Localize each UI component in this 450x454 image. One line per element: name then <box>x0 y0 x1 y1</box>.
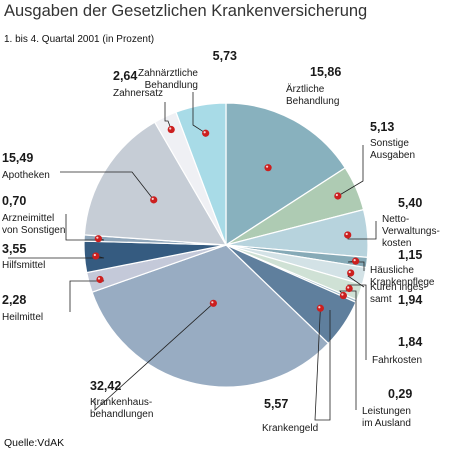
value-label-krankenhausbehandlungen: 32,42 <box>90 379 121 393</box>
marker-kuren-insgesamt <box>347 269 355 277</box>
category-label-zahnaerztliche-behandlung-1: Zahnärztliche <box>138 68 198 79</box>
pie-slice-aerztliche-behandlung <box>225 102 347 247</box>
value-label-hilfsmittel: 3,55 <box>2 242 26 256</box>
marker-arzneimittel-von-sonstigen <box>94 235 102 243</box>
leader-line-apotheken <box>60 171 155 201</box>
marker-sonstige-ausgaben <box>334 192 342 200</box>
category-label-netto-verwaltungskosten-1: Netto- <box>382 214 409 225</box>
marker-aerztliche-behandlung <box>264 164 272 172</box>
category-label-netto-verwaltungskosten-3: kosten <box>382 238 411 249</box>
marker-zahnersatz <box>167 125 175 134</box>
category-label-krankenhausbehandlungen-1: Krankenhaus- <box>90 397 152 408</box>
leader-line-krankengeld <box>314 308 331 421</box>
value-label-heilmittel: 2,28 <box>2 293 26 307</box>
pie-slices <box>83 102 369 388</box>
category-label-krankengeld: Krankengeld <box>262 423 318 434</box>
leader-line-zahnersatz <box>164 102 172 130</box>
value-label-apotheken: 15,49 <box>2 151 33 165</box>
value-label-leistungen-im-ausland: 0,29 <box>388 387 412 401</box>
category-label-aerztliche-behandlung-2: Behandlung <box>286 96 339 107</box>
chart-title: Ausgaben der Gesetzlichen Krankenversich… <box>4 2 368 20</box>
value-label-zahnersatz: 2,64 <box>113 69 137 83</box>
marker-netto-verwaltungskosten <box>344 231 352 239</box>
slice-markers <box>92 125 360 312</box>
leader-line-krankenhausbehandlungen <box>94 303 214 411</box>
value-label-aerztliche-behandlung: 15,86 <box>310 65 341 79</box>
chart-subtitle: 1. bis 4. Quartal 2001 (in Prozent) <box>4 34 155 45</box>
value-label-sonstige-ausgaben: 5,13 <box>370 120 394 134</box>
category-label-leistungen-im-ausland-2: im Ausland <box>362 418 411 429</box>
marker-krankenhausbehandlungen <box>209 299 217 307</box>
value-label-krankengeld: 5,57 <box>264 397 288 411</box>
category-label-arzneimittel-von-sonstigen-1: Arzneimittel <box>2 213 54 224</box>
category-label-fahrkosten: Fahrkosten <box>372 355 422 366</box>
leader-line-sonstige-ausgaben <box>337 145 364 197</box>
category-label-krankenhausbehandlungen-2: behandlungen <box>90 409 153 420</box>
category-label-sonstige-ausgaben-2: Ausgaben <box>370 150 415 161</box>
category-label-sonstige-ausgaben-1: Sonstige <box>370 138 409 149</box>
value-label-arzneimittel-von-sonstigen: 0,70 <box>2 194 26 208</box>
category-label-zahnersatz: Zahnersatz <box>113 88 163 99</box>
category-label-arzneimittel-von-sonstigen-2: von Sonstigen <box>2 225 65 236</box>
marker-heilmittel <box>96 275 104 284</box>
value-label-zahnaerztliche-behandlung: 5,73 <box>213 49 237 63</box>
marker-hilfsmittel <box>92 252 100 260</box>
marker-leistungen-im-ausland <box>339 291 347 300</box>
category-label-apotheken: Apotheken <box>2 170 50 181</box>
category-label-kuren-insgesamt-2: samt <box>370 294 392 305</box>
category-label-haeusliche-krankenpflege-2: Krankenpflege <box>370 277 435 288</box>
category-label-netto-verwaltungskosten-2: Verwaltungs- <box>382 226 440 237</box>
value-label-fahrkosten: 1,84 <box>398 335 422 349</box>
pie-slice-zahnaerztliche-behandlung <box>175 102 227 246</box>
value-label-kuren-insgesamt: 1,94 <box>398 293 422 307</box>
category-label-aerztliche-behandlung-1: Ärztliche <box>286 83 325 95</box>
category-label-kuren-insgesamt-1: Kuren inges- <box>370 282 427 293</box>
value-label-netto-verwaltungskosten: 5,40 <box>398 196 422 210</box>
category-label-haeusliche-krankenpflege-1: Häusliche <box>370 265 414 276</box>
leader-line-zahnaerztliche-behandlung <box>192 92 206 134</box>
marker-apotheken <box>150 196 158 204</box>
pie-slice-apotheken <box>83 121 228 246</box>
value-label-haeusliche-krankenpflege: 1,15 <box>398 248 422 262</box>
source-note: Quelle:VdAK <box>4 437 65 449</box>
pie-slice-krankenhausbehandlungen <box>91 244 330 388</box>
slice-labels: 15,86ÄrztlicheBehandlung5,13SonstigeAusg… <box>2 49 440 434</box>
category-label-hilfsmittel: Hilfsmittel <box>2 260 45 271</box>
category-label-leistungen-im-ausland-1: Leistungen <box>362 406 411 417</box>
marker-haeusliche-krankenpflege <box>352 257 360 265</box>
marker-krankengeld <box>316 304 324 312</box>
marker-fahrkosten <box>345 284 353 293</box>
category-label-zahnaerztliche-behandlung-2: Behandlung <box>145 80 198 91</box>
marker-zahnaerztliche-behandlung <box>202 129 210 137</box>
category-label-heilmittel: Heilmittel <box>2 312 43 323</box>
